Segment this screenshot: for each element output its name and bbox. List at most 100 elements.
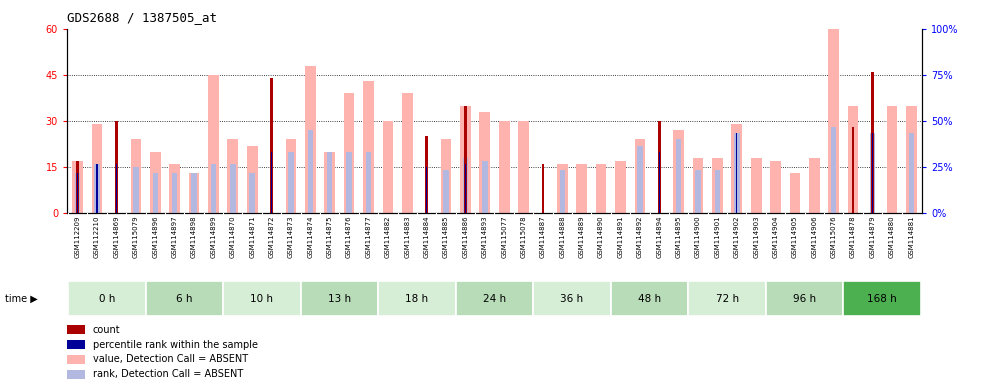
Text: GSM114869: GSM114869 (113, 215, 119, 258)
Bar (379, 281, 456, 316)
Text: 168 h: 168 h (868, 293, 897, 304)
Bar (871, 72, 874, 213)
Bar (208, 75, 219, 213)
Bar (444, 170, 449, 213)
Text: GSM114905: GSM114905 (792, 215, 798, 258)
Text: GSM115078: GSM115078 (521, 215, 527, 258)
Text: GDS2688 / 1387505_at: GDS2688 / 1387505_at (67, 12, 217, 25)
Bar (872, 133, 874, 213)
Bar (383, 121, 393, 213)
Bar (751, 158, 761, 213)
Bar (327, 152, 332, 213)
Text: GSM114873: GSM114873 (288, 215, 294, 258)
Text: GSM114875: GSM114875 (326, 215, 332, 258)
Bar (659, 152, 660, 213)
Bar (462, 158, 468, 213)
Text: GSM114906: GSM114906 (811, 215, 817, 258)
Text: GSM114904: GSM114904 (773, 215, 779, 258)
Text: value, Detection Call = ABSENT: value, Detection Call = ABSENT (93, 354, 247, 364)
Text: 0 h: 0 h (99, 293, 115, 304)
Text: GSM114900: GSM114900 (695, 215, 701, 258)
Text: GSM114893: GSM114893 (482, 215, 488, 258)
Text: GSM114882: GSM114882 (385, 215, 390, 258)
Bar (301, 281, 379, 316)
Bar (886, 106, 897, 213)
Text: GSM114885: GSM114885 (443, 215, 449, 258)
Bar (246, 146, 257, 213)
Bar (223, 281, 301, 316)
Bar (464, 106, 466, 213)
Bar (363, 81, 374, 213)
Bar (172, 173, 177, 213)
Bar (115, 164, 117, 213)
Text: GSM114888: GSM114888 (559, 215, 565, 258)
Text: GSM115079: GSM115079 (133, 215, 139, 258)
Text: GSM114874: GSM114874 (308, 215, 314, 258)
Bar (615, 161, 626, 213)
Bar (770, 161, 781, 213)
Bar (286, 139, 296, 213)
Text: GSM112210: GSM112210 (94, 215, 101, 258)
Bar (150, 152, 161, 213)
Bar (637, 146, 643, 213)
Bar (852, 127, 855, 213)
Bar (188, 173, 199, 213)
Bar (906, 106, 917, 213)
Text: GSM115076: GSM115076 (831, 215, 837, 258)
Text: 36 h: 36 h (560, 293, 584, 304)
Text: GSM114895: GSM114895 (675, 215, 681, 258)
Bar (133, 167, 139, 213)
Bar (308, 130, 313, 213)
Bar (464, 164, 466, 213)
Bar (596, 164, 606, 213)
Bar (848, 106, 859, 213)
Bar (828, 13, 839, 213)
Bar (635, 139, 645, 213)
Text: rank, Detection Call = ABSENT: rank, Detection Call = ABSENT (93, 369, 243, 379)
Bar (695, 170, 701, 213)
Bar (843, 281, 921, 316)
Bar (541, 164, 544, 213)
Text: GSM114891: GSM114891 (617, 215, 623, 258)
Text: GSM115077: GSM115077 (501, 215, 507, 258)
Bar (191, 173, 197, 213)
Bar (249, 173, 255, 213)
Text: 10 h: 10 h (250, 293, 273, 304)
Text: GSM114886: GSM114886 (462, 215, 468, 258)
Bar (97, 164, 98, 213)
Bar (211, 164, 216, 213)
Text: GSM114871: GSM114871 (249, 215, 255, 258)
Bar (324, 152, 335, 213)
Bar (68, 281, 146, 316)
Bar (366, 152, 371, 213)
Bar (766, 281, 843, 316)
Text: GSM114889: GSM114889 (579, 215, 585, 258)
Bar (76, 161, 79, 213)
Text: GSM114894: GSM114894 (657, 215, 663, 258)
Text: GSM114872: GSM114872 (268, 215, 274, 258)
Bar (92, 124, 103, 213)
Bar (479, 112, 490, 213)
Text: GSM114878: GSM114878 (850, 215, 856, 258)
Bar (146, 281, 223, 316)
Bar (402, 93, 412, 213)
Bar (673, 130, 684, 213)
Text: 48 h: 48 h (638, 293, 662, 304)
Bar (305, 66, 316, 213)
Text: GSM112209: GSM112209 (75, 215, 81, 258)
Text: GSM114879: GSM114879 (870, 215, 876, 258)
Bar (115, 121, 118, 213)
Bar (809, 158, 819, 213)
Bar (271, 152, 272, 213)
Bar (425, 136, 428, 213)
Bar (130, 139, 141, 213)
Bar (870, 133, 876, 213)
Text: GSM114887: GSM114887 (540, 215, 546, 258)
Text: GSM114902: GSM114902 (734, 215, 740, 258)
Text: time ▶: time ▶ (5, 293, 37, 304)
Text: GSM114897: GSM114897 (172, 215, 177, 258)
Bar (610, 281, 688, 316)
Bar (557, 164, 568, 213)
Text: GSM114870: GSM114870 (230, 215, 236, 258)
Text: GSM114876: GSM114876 (346, 215, 352, 258)
